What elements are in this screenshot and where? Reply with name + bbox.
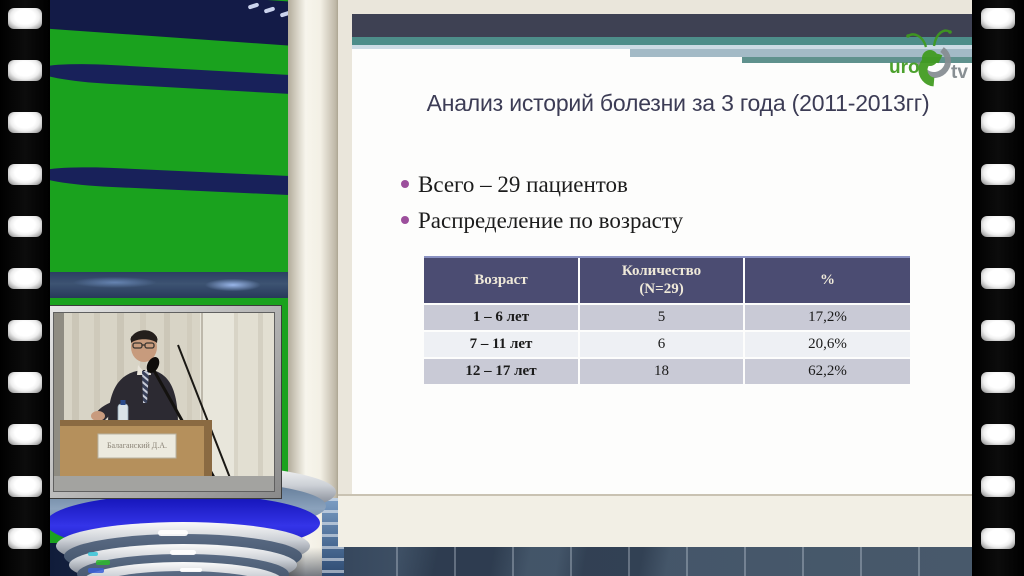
film-sprocket-hole <box>981 320 1015 341</box>
cell-percent: 20,6% <box>808 336 847 352</box>
film-sprocket-hole <box>981 60 1015 81</box>
bullet-dot <box>401 216 409 224</box>
film-sprocket-hole <box>8 216 42 237</box>
bullet-text-age-distribution: Распределение по возрасту <box>418 208 684 233</box>
film-sprocket-hole <box>8 112 42 133</box>
film-strip-left <box>0 0 50 576</box>
film-sprocket-hole <box>8 60 42 81</box>
pedestal-glint <box>158 530 188 536</box>
film-strip-right <box>972 0 1024 576</box>
film-sprocket-hole <box>981 164 1015 185</box>
curtain-seam <box>201 313 203 491</box>
slide-right-teal-bar <box>742 57 1024 63</box>
slide-right-accent-bar <box>630 49 1024 57</box>
presenter-video-inset: Балаганский Д.А. <box>46 305 282 499</box>
cell-count: 5 <box>580 305 745 330</box>
pedestal-reflection <box>88 552 98 556</box>
slide-title: Анализ историй болезни за 3 года (2011-2… <box>426 90 930 116</box>
header-count-n-label: (N=29) <box>639 280 684 297</box>
bullet-dot <box>401 180 409 188</box>
presenter-video-content: Балаганский Д.А. <box>53 312 275 492</box>
bullet-item: Распределение по возрасту <box>401 208 683 234</box>
film-sprocket-hole <box>8 164 42 185</box>
table-header-age: Возраст <box>424 258 580 303</box>
film-sprocket-hole <box>981 268 1015 289</box>
film-sprocket-hole <box>8 424 42 445</box>
age-distribution-table: Возраст Количество (N=29) % 1 – 6 лет 5 … <box>424 256 910 384</box>
slide-teal-bar <box>352 37 1024 45</box>
film-sprocket-hole <box>981 528 1015 549</box>
logo-antenna-tip <box>948 30 952 34</box>
wall-edge <box>54 313 64 491</box>
film-sprocket-hole <box>981 8 1015 29</box>
podium-nameplate <box>97 433 177 459</box>
presenter-hair <box>130 330 158 343</box>
podium: Балаганский Д.А. <box>60 420 212 476</box>
logo-antenna-left-icon <box>907 33 928 48</box>
film-sprocket-hole <box>8 528 42 549</box>
film-sprocket-hole <box>981 476 1015 497</box>
curtain-right <box>238 313 274 491</box>
header-count-label: Количество <box>621 263 702 280</box>
presenter-hair-top <box>131 332 157 343</box>
film-sprocket-hole <box>981 372 1015 393</box>
urotv-logo: uro tv <box>889 29 968 87</box>
curtain-fold <box>258 313 263 491</box>
podium-nameplate-text: Балаганский Д.А. <box>107 441 167 450</box>
table-row: 7 – 11 лет 6 20,6% <box>424 330 910 357</box>
bullet-item: Всего – 29 пациентов <box>401 172 628 198</box>
pedestal-reflection <box>88 568 104 573</box>
logo-antenna-right-icon <box>932 29 951 47</box>
pedestal-glint <box>170 550 196 555</box>
slide-top-margin <box>338 0 1024 14</box>
pedestal-gap <box>90 571 276 576</box>
logo-antenna-tip <box>906 34 910 38</box>
slide-left-margin <box>338 0 352 545</box>
pedestal-glint <box>180 568 202 572</box>
film-sprocket-hole <box>8 268 42 289</box>
cell-age: 12 – 17 лет <box>424 359 580 384</box>
logo-text-tv: tv <box>951 62 968 83</box>
slide-navy-bar <box>352 14 1024 37</box>
slide-bottom-margin <box>338 494 1024 547</box>
presenter-scene: Балаганский Д.А. <box>54 313 274 491</box>
film-sprocket-hole <box>8 320 42 341</box>
film-sprocket-hole <box>981 424 1015 445</box>
cell-age: 1 – 6 лет <box>424 305 580 330</box>
table-header-row: Возраст Количество (N=29) % <box>424 258 910 303</box>
presenter-glasses <box>132 342 155 349</box>
microphone-head-icon <box>146 357 160 373</box>
slide-lightblue-bar <box>352 45 1024 49</box>
film-sprocket-hole <box>8 476 42 497</box>
pedestal-reflection <box>96 560 110 565</box>
cell-percent: 17,2% <box>808 309 847 325</box>
film-sprocket-hole <box>981 216 1015 237</box>
cell-age: 7 – 11 лет <box>424 332 580 357</box>
logo-bug-body-icon <box>918 53 952 87</box>
cell-count: 18 <box>580 359 745 384</box>
table-header-percent: % <box>745 258 910 303</box>
header-percent-label: % <box>820 271 835 288</box>
film-sprocket-hole <box>8 372 42 393</box>
table-row: 12 – 17 лет 18 62,2% <box>424 357 910 384</box>
table-row: 1 – 6 лет 5 17,2% <box>424 303 910 330</box>
presenter-tie <box>142 371 149 403</box>
logo-text-uro: uro <box>889 57 920 78</box>
bullet-text-total-patients: Всего – 29 пациентов <box>418 172 628 197</box>
film-sprocket-hole <box>981 112 1015 133</box>
table-header-count: Количество (N=29) <box>580 258 745 303</box>
presentation-slide: Анализ историй болезни за 3 года (2011-2… <box>338 0 1024 547</box>
film-sprocket-hole <box>8 8 42 29</box>
cell-count: 6 <box>580 332 745 357</box>
presenter-hand <box>91 411 105 421</box>
podium-floor <box>54 476 274 491</box>
header-age-label: Возраст <box>474 271 528 288</box>
cell-percent: 62,2% <box>808 363 847 379</box>
